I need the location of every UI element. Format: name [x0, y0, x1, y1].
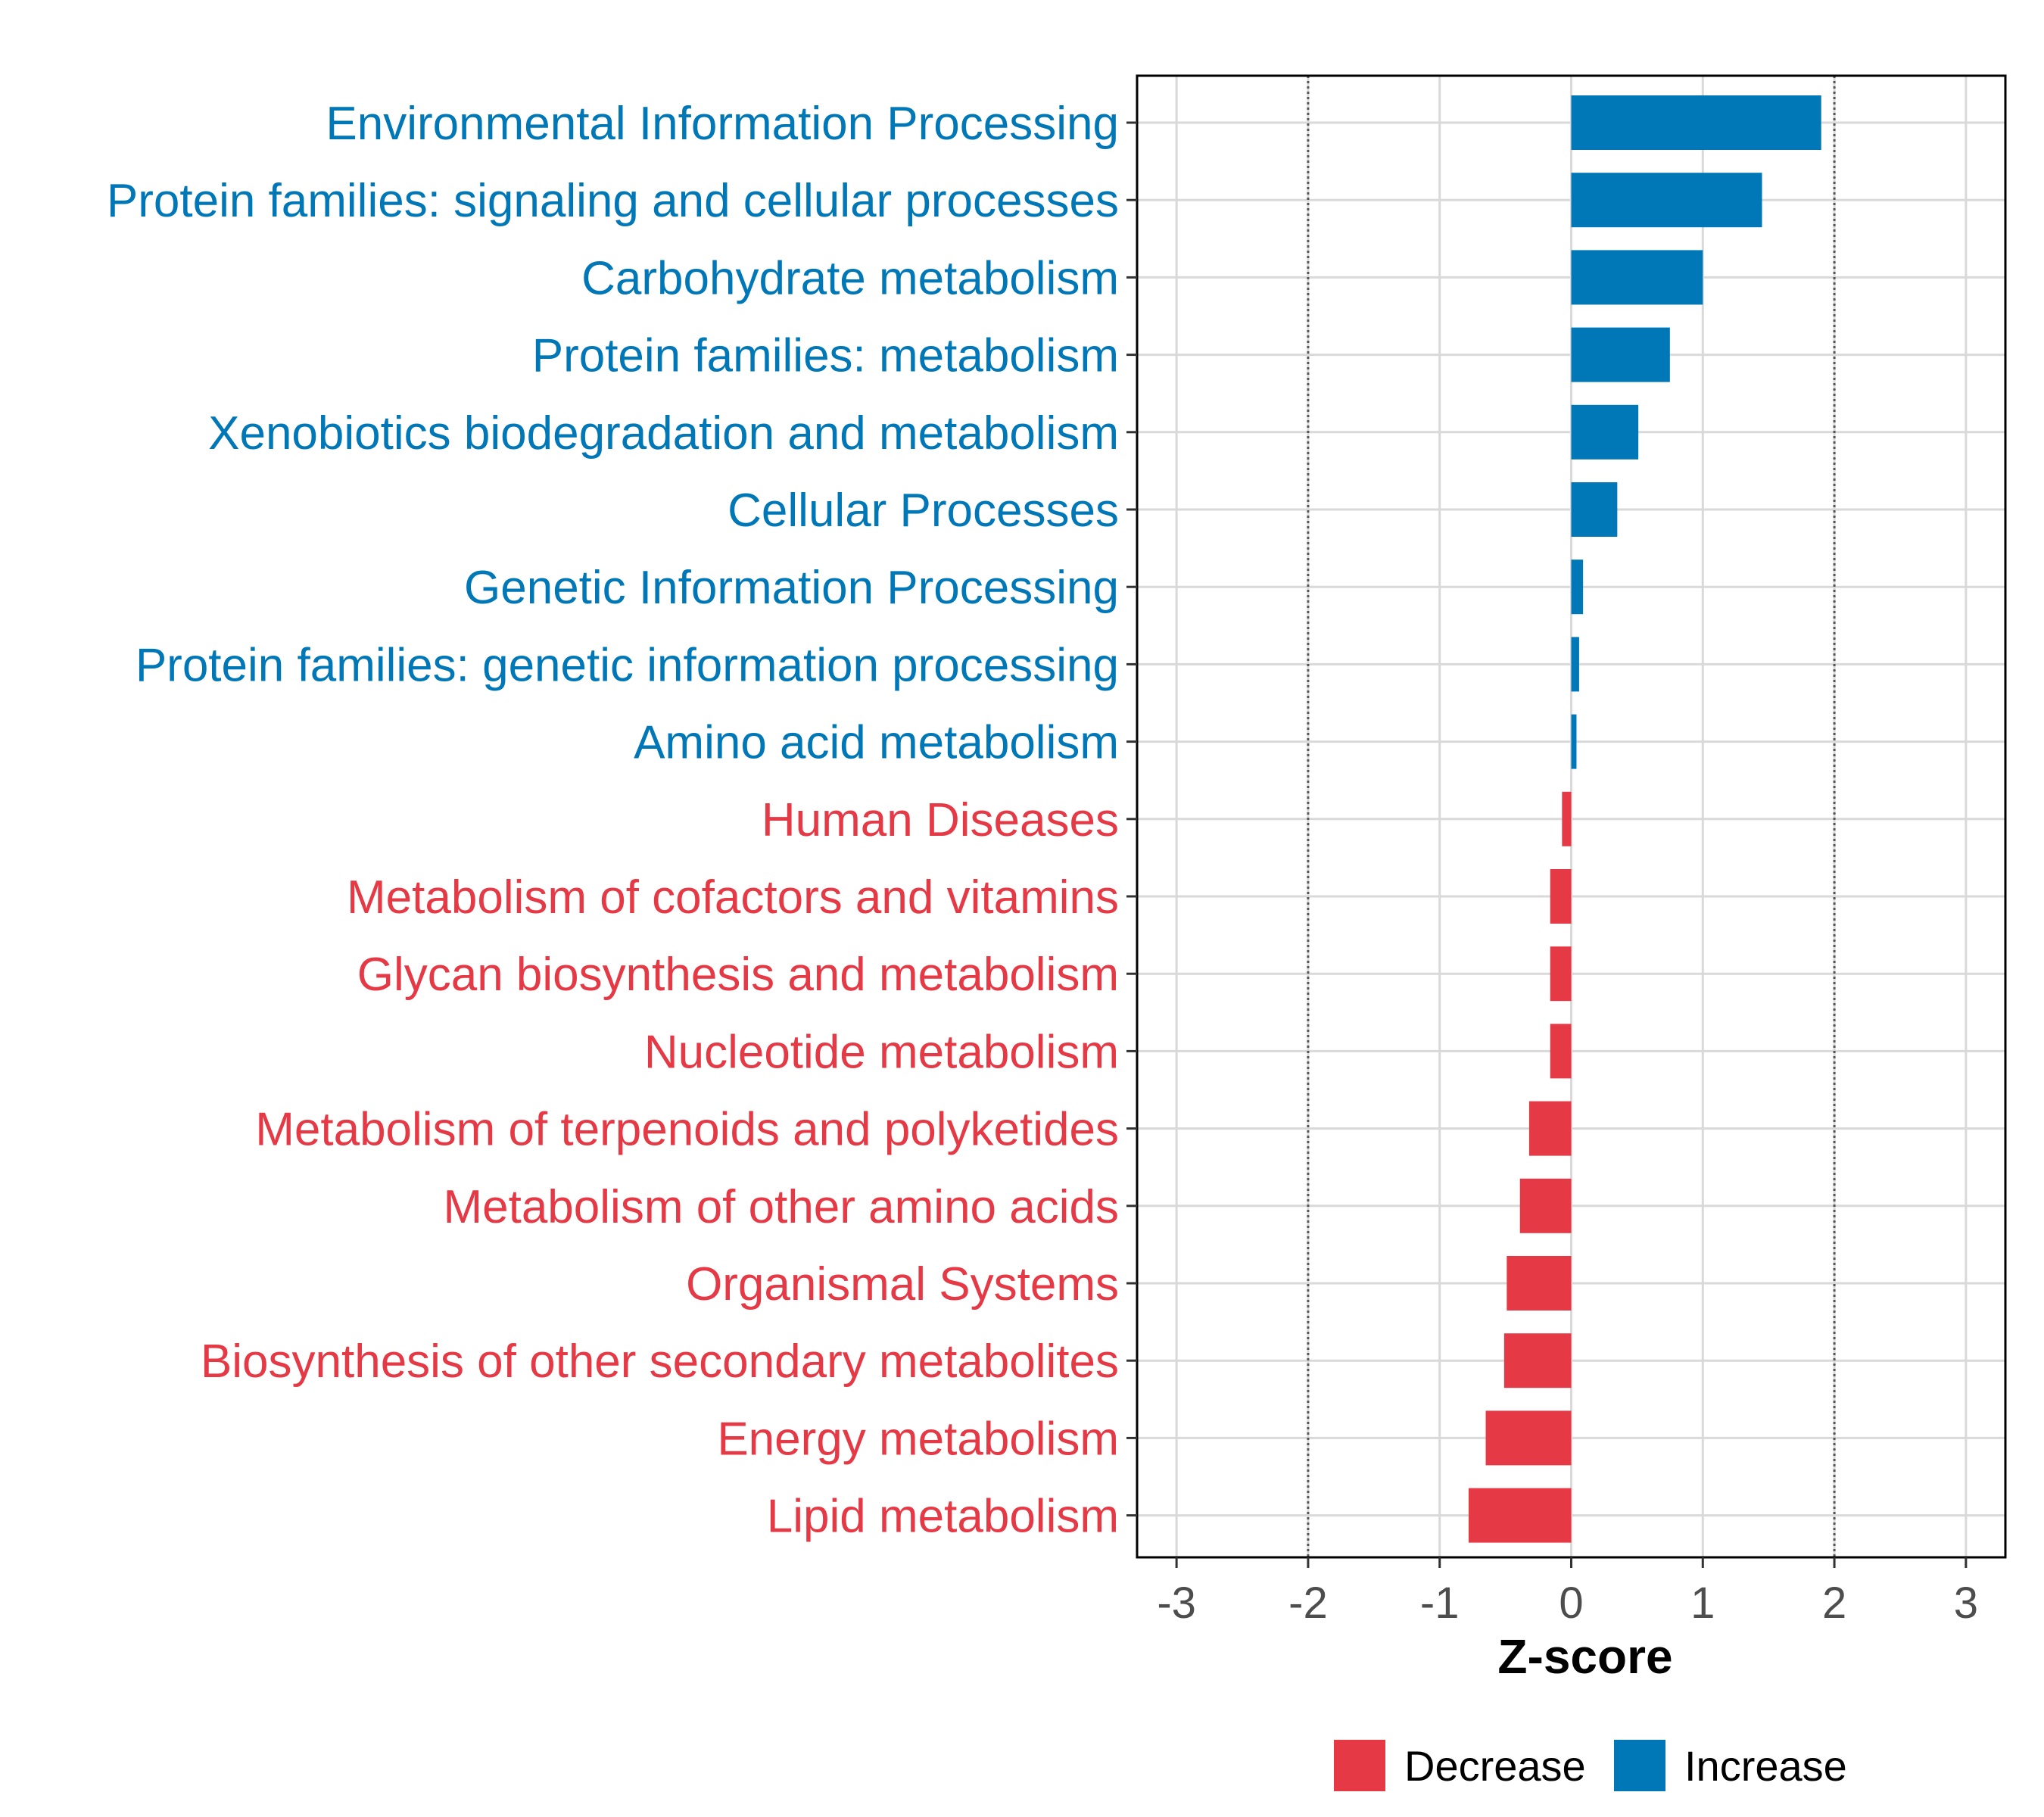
bar [1503, 1333, 1572, 1388]
category-label: Environmental Information Processing [326, 98, 1119, 150]
bar [1528, 1101, 1572, 1156]
legend-label: Increase [1684, 1742, 1847, 1790]
x-tick-label: 0 [1559, 1579, 1583, 1628]
legend-swatch [1614, 1740, 1665, 1791]
bar [1550, 946, 1572, 1002]
category-label: Xenobiotics biodegradation and metabolis… [208, 407, 1119, 460]
bar [1519, 1178, 1572, 1233]
category-label: Human Diseases [762, 794, 1119, 846]
bar [1571, 404, 1639, 460]
category-label: Lipid metabolism [767, 1491, 1119, 1543]
category-label: Amino acid metabolism [634, 717, 1119, 769]
bar [1571, 559, 1584, 615]
category-label: Metabolism of cofactors and vitamins [347, 871, 1119, 924]
bar [1550, 869, 1572, 924]
legend: Decrease Increase [1334, 1740, 1847, 1791]
x-tick-label: 3 [1954, 1579, 1978, 1628]
legend-label: Decrease [1404, 1742, 1586, 1790]
bar [1562, 791, 1572, 846]
bar [1571, 173, 1762, 228]
bar [1485, 1410, 1572, 1466]
bar [1571, 95, 1821, 150]
category-label: Metabolism of terpenoids and polyketides [255, 1104, 1119, 1156]
category-label: Nucleotide metabolism [644, 1026, 1119, 1078]
category-label: Biosynthesis of other secondary metaboli… [201, 1335, 1119, 1388]
bar [1571, 327, 1670, 382]
category-label: Protein families: signaling and cellular… [107, 175, 1119, 227]
category-label: Genetic Information Processing [464, 562, 1119, 614]
category-label: Protein families: genetic information pr… [136, 639, 1119, 691]
category-label: Metabolism of other amino acids [443, 1181, 1119, 1233]
x-tick-label: -3 [1157, 1579, 1196, 1628]
category-label: Organismal Systems [686, 1258, 1119, 1311]
category-label: Carbohydrate metabolism [581, 252, 1119, 304]
x-tick-label: -1 [1420, 1579, 1460, 1628]
bar [1571, 482, 1618, 537]
category-label: Glycan biosynthesis and metabolism [357, 949, 1119, 1001]
bar [1507, 1256, 1572, 1311]
x-axis: -3 -2 -1 0 1 2 3 [1157, 1557, 1978, 1628]
bar [1550, 1024, 1572, 1079]
category-label: Cellular Processes [728, 485, 1119, 537]
bar [1571, 250, 1703, 305]
x-axis-title: Z-score [1497, 1629, 1672, 1684]
bar-layer [1468, 95, 1821, 1543]
legend-swatch [1334, 1740, 1385, 1791]
y-axis: Environmental Information Processing Prot… [107, 98, 1137, 1543]
x-tick-label: -2 [1288, 1579, 1328, 1628]
category-label: Protein families: metabolism [532, 330, 1119, 382]
x-tick-label: 1 [1690, 1579, 1715, 1628]
bar [1468, 1488, 1572, 1543]
bar [1571, 714, 1577, 769]
bar [1571, 637, 1579, 692]
x-tick-label: 2 [1822, 1579, 1846, 1628]
category-label: Energy metabolism [717, 1413, 1119, 1465]
